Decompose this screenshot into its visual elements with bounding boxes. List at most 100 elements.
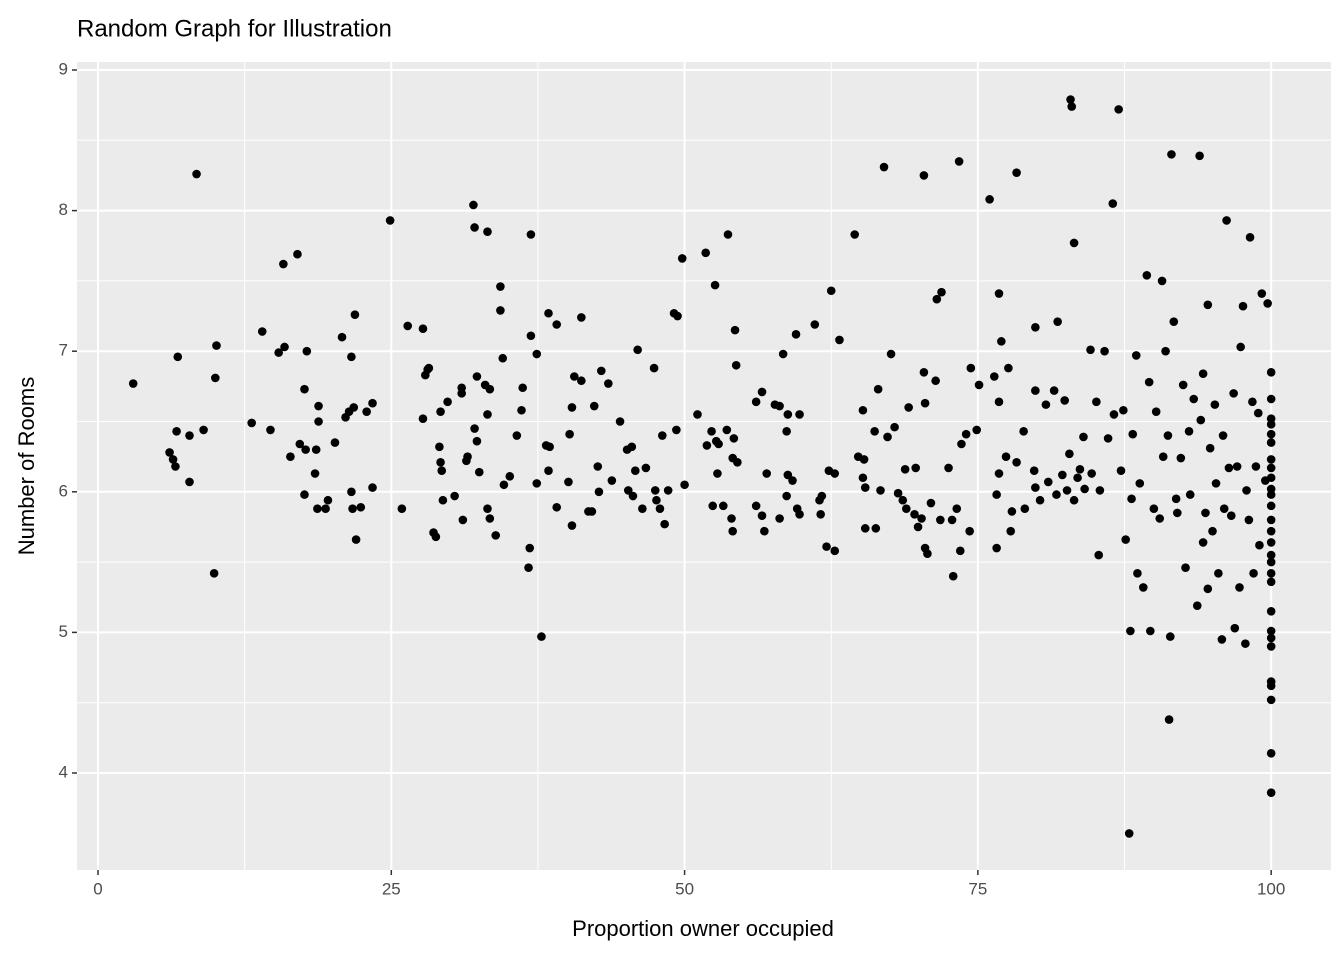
y-tick-label: 9 xyxy=(59,59,68,78)
point xyxy=(1142,270,1152,280)
point xyxy=(1203,584,1213,594)
point xyxy=(710,280,720,290)
point xyxy=(1238,301,1248,311)
point xyxy=(457,389,466,398)
point xyxy=(835,335,844,345)
point xyxy=(1169,317,1179,326)
point xyxy=(128,379,138,388)
point xyxy=(858,473,868,483)
point xyxy=(1144,377,1154,387)
point xyxy=(1266,420,1276,429)
point xyxy=(926,498,936,508)
point xyxy=(1080,484,1089,494)
point xyxy=(295,439,305,449)
point xyxy=(672,425,681,435)
point xyxy=(1266,515,1276,525)
point xyxy=(274,348,283,357)
point xyxy=(965,526,974,536)
point xyxy=(1157,276,1167,286)
point xyxy=(1198,538,1208,547)
point xyxy=(397,504,407,513)
point xyxy=(443,397,452,407)
point xyxy=(403,321,413,331)
point xyxy=(1266,367,1276,377)
point xyxy=(424,363,434,373)
point xyxy=(567,403,577,412)
point xyxy=(627,442,637,452)
point xyxy=(1266,550,1276,560)
point xyxy=(1266,394,1276,404)
point xyxy=(1266,788,1276,797)
point xyxy=(650,486,660,495)
point xyxy=(731,360,741,370)
point xyxy=(368,398,377,408)
point xyxy=(564,477,573,487)
x-tick-label: 25 xyxy=(382,879,401,898)
point xyxy=(1266,526,1276,536)
point xyxy=(211,373,220,383)
point xyxy=(919,367,929,377)
point xyxy=(638,504,647,513)
point xyxy=(1266,695,1276,705)
point xyxy=(1116,466,1126,476)
point xyxy=(485,384,495,394)
point xyxy=(1236,342,1245,352)
point xyxy=(1109,410,1119,419)
point xyxy=(723,230,733,239)
point xyxy=(532,349,542,359)
point xyxy=(470,424,479,433)
point xyxy=(830,469,840,478)
point xyxy=(485,514,495,523)
point xyxy=(286,452,295,461)
point xyxy=(1208,526,1217,536)
point xyxy=(526,230,536,239)
point xyxy=(1198,369,1208,378)
x-tick-label: 100 xyxy=(1257,879,1285,898)
point xyxy=(247,418,256,428)
point xyxy=(1095,486,1105,495)
point xyxy=(1126,626,1135,636)
point xyxy=(1001,452,1011,461)
point xyxy=(348,504,357,513)
point xyxy=(1266,626,1276,636)
point xyxy=(257,327,267,336)
point xyxy=(1041,400,1051,409)
point xyxy=(994,289,1004,298)
point xyxy=(783,470,793,480)
point xyxy=(185,431,194,440)
point xyxy=(1127,494,1136,504)
point xyxy=(1266,463,1276,473)
point xyxy=(788,476,797,485)
y-tick-label: 7 xyxy=(59,341,68,360)
point xyxy=(438,495,448,505)
point xyxy=(762,469,772,478)
point xyxy=(729,434,739,443)
point xyxy=(1266,438,1276,447)
point xyxy=(1230,623,1240,633)
point xyxy=(1049,386,1059,395)
point xyxy=(544,308,553,318)
point xyxy=(1065,449,1074,459)
point xyxy=(499,480,509,490)
point xyxy=(850,230,859,239)
point xyxy=(1149,504,1159,513)
point xyxy=(577,376,586,386)
point xyxy=(751,397,761,407)
point xyxy=(826,286,836,296)
point xyxy=(349,403,359,412)
point xyxy=(932,294,942,304)
point xyxy=(1257,289,1267,298)
point xyxy=(931,376,940,386)
point xyxy=(954,157,964,166)
point xyxy=(1066,95,1075,104)
point xyxy=(1164,715,1174,724)
point xyxy=(185,477,194,487)
point xyxy=(860,524,870,533)
point xyxy=(463,452,472,461)
point xyxy=(1087,469,1096,478)
point xyxy=(649,363,659,373)
point xyxy=(1004,363,1013,373)
point xyxy=(347,487,356,497)
point xyxy=(1224,463,1234,473)
point xyxy=(1133,569,1142,578)
